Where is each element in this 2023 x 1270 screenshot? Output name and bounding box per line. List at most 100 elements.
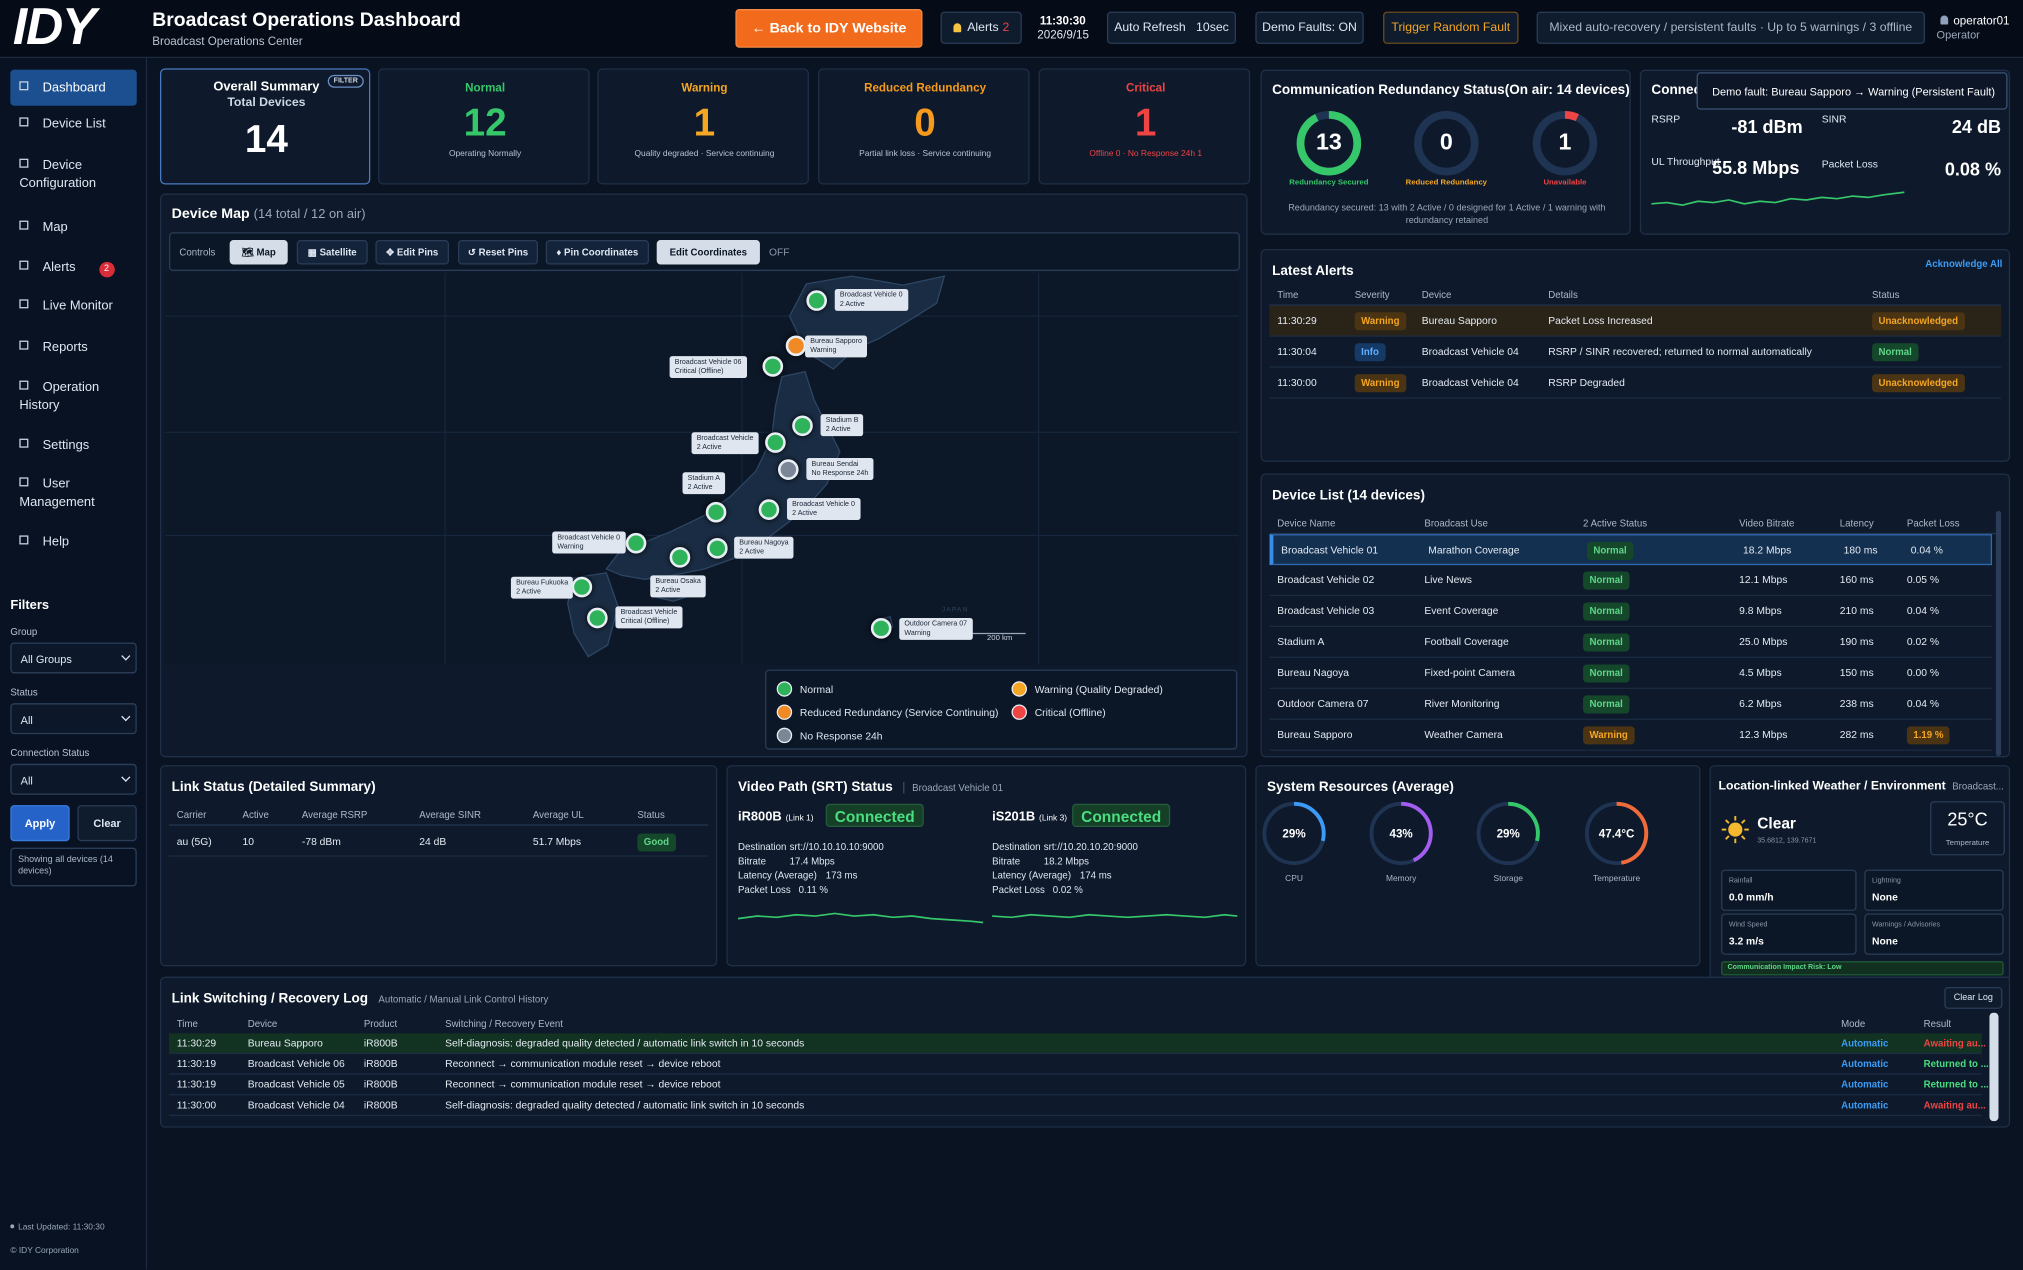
filter-label: Group (10, 625, 38, 638)
pin-name: Bureau Sendai (811, 460, 859, 469)
map-pin[interactable] (762, 356, 784, 377)
map-pin[interactable] (625, 532, 647, 554)
pin-label: Broadcast Vehicle Critical (Offline) (615, 606, 683, 629)
back-button[interactable]: ← Back to IDY Website (735, 9, 923, 48)
nav-item[interactable]: User Management (10, 476, 136, 512)
pin-status: 2 Active (739, 547, 765, 556)
table-cell: Automatic (1841, 1057, 1889, 1070)
weather-coords: 35.6812, 139.7671 (1757, 837, 1817, 846)
nav-item[interactable]: Dashboard (10, 69, 137, 106)
clear-log[interactable]: Clear Log (1944, 986, 2003, 1009)
temperature-label: Temperature (1945, 839, 1990, 848)
table-row[interactable]: Broadcast Vehicle 02 Live News Normal 12.1 … (1269, 565, 1993, 597)
overall-card: Overall Summary Total Devices 14 FILTER (159, 68, 371, 185)
trigger-fault[interactable]: Trigger Random Fault (1383, 11, 1519, 44)
map-pin[interactable] (587, 607, 608, 629)
pin-status: 2 Active (696, 443, 722, 451)
sun-icon (1721, 816, 1749, 844)
table-cell: Normal (1586, 541, 1634, 560)
title-prefix: Communication Redundancy Status(On air: (1272, 82, 1553, 99)
table-row[interactable]: Broadcast Vehicle 03 Event Coverage Normal… (1269, 596, 1993, 628)
alerts-button[interactable]: Alerts 2 (940, 11, 1022, 44)
nav-item[interactable]: Live Monitor (10, 298, 136, 316)
filter-select[interactable]: All (10, 703, 137, 735)
pin-label: Broadcast Vehicle 0 Warning (552, 531, 626, 554)
clear-button[interactable]: Clear (77, 805, 137, 842)
sidebar: Dashboard Device List Device Configuration… (0, 58, 148, 1270)
map-pin[interactable] (806, 290, 828, 311)
table-cell: Fixed-point Camera (1424, 667, 1515, 679)
apply-button[interactable]: Apply (10, 805, 70, 842)
weather-item: Rainfall 0.0 mm/h (1721, 869, 1857, 911)
gauge-value: 43% (1389, 827, 1413, 840)
detail-label: Latency (Average) (737, 869, 817, 882)
sparkline-path (1651, 191, 1905, 206)
header-rule (1269, 532, 2002, 535)
pin-name: Broadcast Vehicle 0 (839, 291, 903, 300)
map-button[interactable]: ▦ Satellite (296, 239, 368, 265)
map-pin[interactable] (792, 415, 813, 437)
map-pin[interactable] (705, 501, 727, 523)
table-header: Status (637, 808, 665, 821)
map-pin[interactable] (765, 432, 786, 453)
table-row[interactable]: 11:30:00 Warning Broadcast Vehicle 04 RSRP … (1269, 368, 2002, 399)
app-title: Broadcast Operations Dashboard (152, 9, 461, 31)
map-pin[interactable] (669, 547, 691, 568)
nav-item[interactable]: Help (10, 534, 136, 552)
auto-refresh[interactable]: Auto Refresh 10sec (1106, 11, 1236, 44)
map-pin[interactable] (777, 459, 799, 480)
table-row[interactable]: Broadcast Vehicle 01 Marathon Coverage Nor… (1269, 534, 1993, 566)
table-row[interactable]: Bureau Sapporo Weather Camera Warning 12.3 … (1269, 720, 1993, 751)
table-cell: 11:30:19 (176, 1078, 217, 1091)
table-row[interactable]: 11:30:04 Info Broadcast Vehicle 04 RSRP / S… (1269, 337, 2002, 368)
item-label: Rainfall (1728, 877, 1753, 886)
map-button[interactable]: 🗺 Map (229, 239, 288, 265)
detail-label: Packet Loss (737, 883, 791, 896)
table-cell: Broadcast Vehicle 03 (1277, 605, 1375, 617)
table-row[interactable]: 11:30:29 Warning Bureau Sapporo Packet Loss… (1269, 305, 2002, 337)
table-cell: Bureau Sapporo (247, 1037, 323, 1049)
map-pin[interactable] (785, 335, 807, 357)
filter-label: Status (10, 686, 38, 698)
map-pin[interactable] (758, 499, 780, 520)
legend-label: Warning (Quality Degraded) (1034, 683, 1163, 696)
detail-label: Packet Loss (992, 883, 1045, 896)
table-cell: 0.00 % (1906, 667, 1940, 679)
alerts-count: 2 (1002, 20, 1010, 35)
map-pin[interactable] (571, 576, 593, 598)
table-row[interactable]: Bureau Nagoya Fixed-point Camera Normal 4.5… (1269, 658, 1993, 689)
table-row[interactable]: Outdoor Camera 07 River Monitoring Normal 6… (1269, 689, 1993, 720)
map-pin[interactable] (870, 617, 892, 639)
table-header: Average RSRP (301, 808, 368, 821)
map-button[interactable]: ✥ Edit Pins (375, 239, 449, 265)
pin-name: Stadium A (687, 474, 721, 483)
video-subtitle: Broadcast Vehicle 01 (903, 781, 1004, 793)
filter-select[interactable]: All Groups (10, 642, 137, 674)
nav-label: Alerts (42, 260, 76, 275)
nav-label: User Management (19, 477, 95, 510)
nav-item[interactable]: Settings (10, 437, 136, 455)
demo-faults[interactable]: Demo Faults: ON (1255, 11, 1364, 44)
nav-item[interactable]: Reports (10, 339, 136, 357)
table-header: Switching / Recovery Event (445, 1017, 563, 1030)
pin-status: No Response 24h (811, 468, 869, 477)
table-row[interactable]: Stadium A Football Coverage Normal 25.0 Mbp… (1269, 627, 1993, 658)
map-button[interactable]: Edit Coordinates (656, 239, 760, 265)
nav-item[interactable]: Alerts 2 (10, 259, 136, 278)
table-cell: Reconnect → communication module reset →… (445, 1078, 721, 1091)
nav-item[interactable]: Device Configuration (10, 157, 136, 193)
item-value: None (1872, 891, 1898, 904)
table-cell: Normal (1583, 571, 1630, 590)
nav-item[interactable]: Map (10, 219, 136, 237)
map-button[interactable]: ♦ Pin Coordinates (545, 239, 649, 265)
nav-item[interactable]: Device List (10, 116, 136, 134)
alerts-title: Latest Alerts (1272, 263, 1354, 279)
ring-value: 0 (1439, 129, 1453, 155)
table-cell: Bureau Sapporo (1421, 314, 1497, 327)
acknowledge-all[interactable]: Acknowledge All (1925, 258, 2003, 270)
nav-item[interactable]: Operation History (10, 379, 136, 415)
map-pin[interactable] (707, 538, 728, 559)
table-cell: 238 ms (1839, 697, 1874, 710)
map-button[interactable]: ↺ Reset Pins (458, 239, 539, 265)
filter-select[interactable]: All (10, 763, 137, 795)
